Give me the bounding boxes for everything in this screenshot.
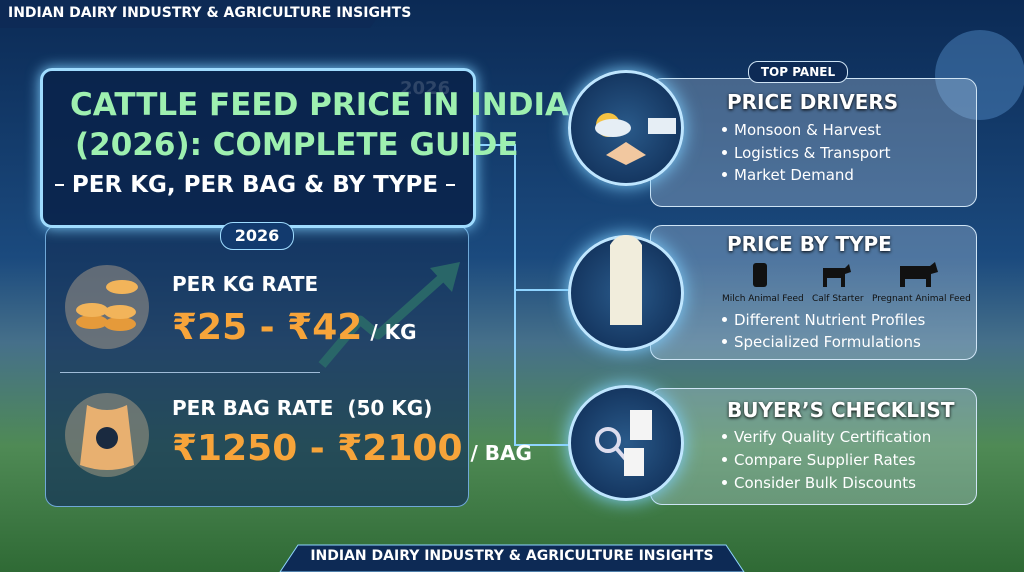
panel-title: PRICE BY TYPE: [727, 232, 892, 256]
checklist-icon: [568, 385, 684, 501]
year-badge: 2026: [220, 222, 294, 250]
type-label: Milch Animal Feed: [722, 294, 804, 304]
item-text: Consider Bulk Discounts: [734, 474, 916, 492]
coins-icon: [65, 265, 149, 349]
rate-unit: / KG: [370, 320, 417, 344]
list-item: Different Nutrient Profiles: [722, 311, 925, 329]
panel-title: PRICE DRIVERS: [727, 90, 899, 114]
rate-row: ₹25 - ₹42 / KG: [172, 307, 417, 348]
item-text: Monsoon & Harvest: [734, 121, 881, 139]
rate-row: ₹1250 - ₹2100 / BAG: [172, 428, 532, 469]
type-label: Calf Starter: [812, 294, 864, 304]
list-item: Logistics & Transport: [722, 144, 891, 162]
item-text: Market Demand: [734, 166, 854, 184]
title-line: CATTLE FEED PRICE IN INDIA: [70, 87, 569, 123]
item-text: Verify Quality Certification: [734, 428, 932, 446]
watermark: 2026: [400, 78, 451, 99]
type-label: Pregnant Animal Feed: [872, 294, 971, 304]
panel-tag: TOP PANEL: [748, 61, 848, 83]
subtitle: PER KG, PER BAG & BY TYPE: [71, 172, 439, 198]
footer-tag: INDIAN DAIRY INDUSTRY & AGRICULTURE INSI…: [310, 548, 714, 564]
rate-value: ₹1250 - ₹2100: [172, 428, 463, 469]
item-text: Logistics & Transport: [734, 144, 891, 162]
header-tag: INDIAN DAIRY INDUSTRY & AGRICULTURE INSI…: [8, 5, 412, 21]
item-text: Compare Supplier Rates: [734, 451, 916, 469]
item-text: Specialized Formulations: [734, 333, 921, 351]
list-item: Compare Supplier Rates: [722, 451, 916, 469]
icon-art: [595, 113, 676, 476]
rate-unit: / BAG: [470, 441, 532, 465]
list-item: Consider Bulk Discounts: [722, 474, 916, 492]
panel-title: BUYER’S CHECKLIST: [727, 398, 955, 422]
panel: [650, 388, 977, 505]
list-item: Verify Quality Certification: [722, 428, 931, 446]
rate-label: PER KG RATE: [172, 272, 319, 296]
list-item: Specialized Formulations: [722, 333, 921, 351]
animal-icons: [753, 262, 938, 287]
panel: [650, 78, 977, 207]
list-item: Market Demand: [722, 166, 854, 184]
divider: [60, 372, 320, 373]
list-item: Monsoon & Harvest: [722, 121, 881, 139]
rate-value: ₹25 - ₹42: [172, 307, 363, 348]
subtitle-row: PER KG, PER BAG & BY TYPE: [55, 172, 455, 198]
bag-icon: [65, 393, 149, 477]
rate-label: PER BAG RATE (50 KG): [172, 396, 433, 420]
title-line: (2026): COMPLETE GUIDE: [75, 127, 519, 163]
item-text: Different Nutrient Profiles: [734, 311, 926, 329]
panel: [650, 225, 977, 360]
